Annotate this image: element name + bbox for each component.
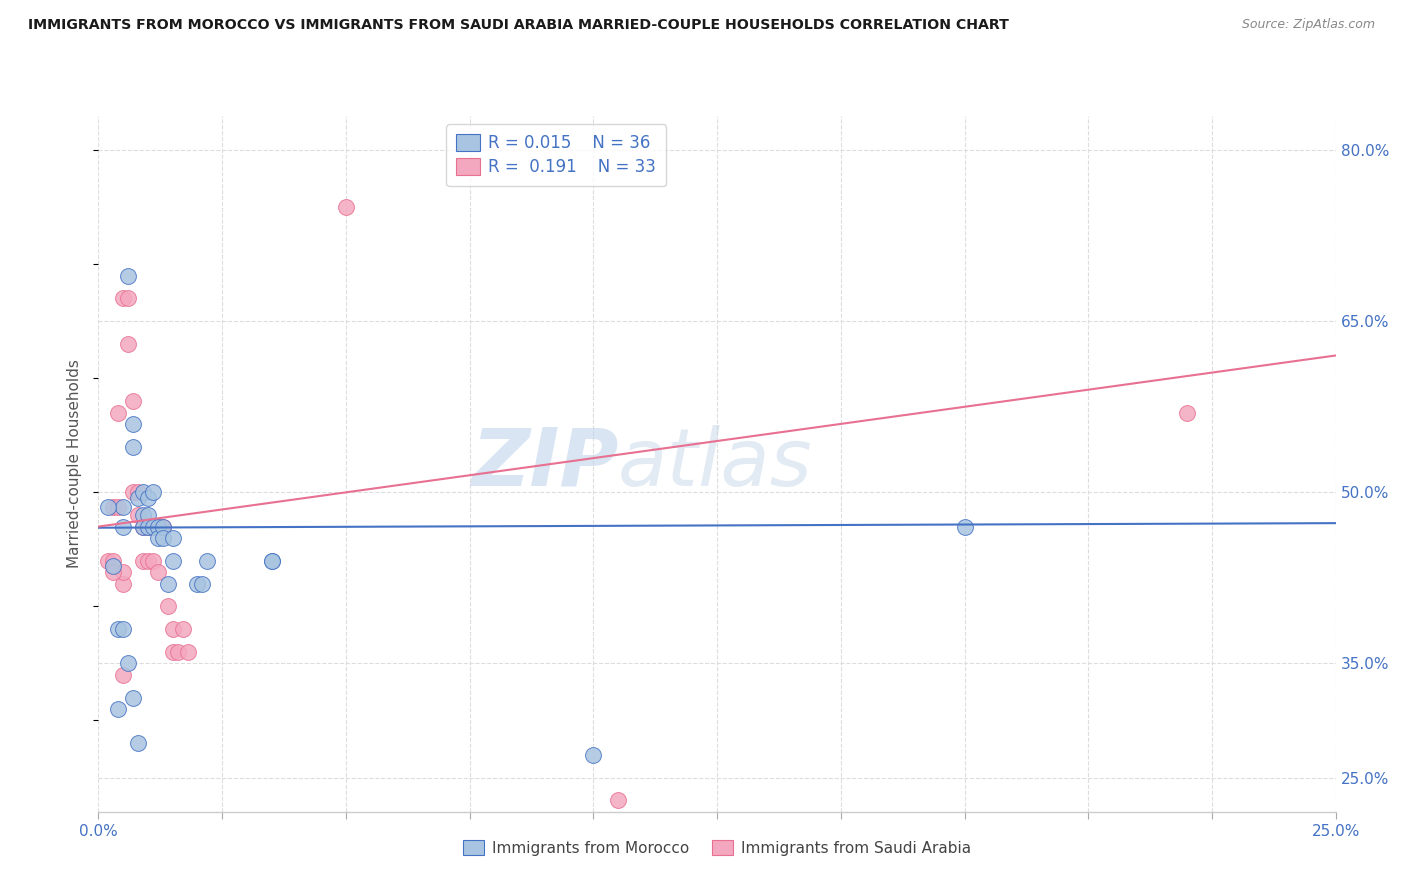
Point: [152, 531, 174, 545]
Point: [117, 292, 139, 306]
Y-axis label: Married-couple Households: Married-couple Households: [67, 359, 83, 568]
Point: [132, 554, 155, 568]
Point: [112, 576, 135, 591]
Text: Source: ZipAtlas.com: Source: ZipAtlas.com: [1241, 18, 1375, 31]
Point: [195, 554, 218, 568]
Point: [103, 500, 125, 515]
Point: [117, 337, 139, 351]
Point: [127, 736, 149, 750]
Point: [142, 485, 165, 500]
Point: [117, 268, 139, 283]
Point: [146, 565, 169, 579]
Point: [122, 394, 145, 409]
Point: [146, 519, 169, 533]
Point: [127, 508, 149, 523]
Point: [107, 622, 129, 636]
Point: [127, 491, 149, 505]
Point: [582, 747, 605, 762]
Point: [112, 292, 135, 306]
Point: [122, 440, 145, 454]
Point: [136, 554, 159, 568]
Point: [136, 519, 159, 533]
Point: [97, 554, 120, 568]
Point: [172, 622, 194, 636]
Point: [103, 559, 125, 574]
Point: [112, 565, 135, 579]
Point: [122, 690, 145, 705]
Point: [1175, 405, 1198, 419]
Text: atlas: atlas: [619, 425, 813, 503]
Point: [156, 576, 179, 591]
Text: IMMIGRANTS FROM MOROCCO VS IMMIGRANTS FROM SAUDI ARABIA MARRIED-COUPLE HOUSEHOLD: IMMIGRANTS FROM MOROCCO VS IMMIGRANTS FR…: [28, 18, 1010, 32]
Point: [107, 405, 129, 419]
Point: [162, 645, 184, 659]
Point: [260, 554, 283, 568]
Point: [112, 668, 135, 682]
Point: [122, 417, 145, 431]
Point: [127, 485, 149, 500]
Legend: Immigrants from Morocco, Immigrants from Saudi Arabia: Immigrants from Morocco, Immigrants from…: [456, 832, 979, 863]
Point: [112, 622, 135, 636]
Point: [142, 519, 165, 533]
Point: [186, 576, 208, 591]
Point: [107, 702, 129, 716]
Point: [103, 554, 125, 568]
Point: [152, 519, 174, 533]
Point: [146, 531, 169, 545]
Point: [132, 508, 155, 523]
Point: [162, 554, 184, 568]
Text: ZIP: ZIP: [471, 425, 619, 503]
Point: [166, 645, 188, 659]
Point: [162, 531, 184, 545]
Point: [136, 519, 159, 533]
Point: [162, 622, 184, 636]
Point: [132, 519, 155, 533]
Point: [142, 554, 165, 568]
Point: [191, 576, 214, 591]
Point: [107, 500, 129, 515]
Point: [335, 200, 357, 214]
Point: [97, 500, 120, 515]
Point: [122, 485, 145, 500]
Point: [112, 519, 135, 533]
Point: [260, 554, 283, 568]
Point: [136, 491, 159, 505]
Point: [156, 599, 179, 614]
Point: [103, 565, 125, 579]
Point: [132, 485, 155, 500]
Point: [136, 508, 159, 523]
Point: [607, 793, 630, 807]
Point: [176, 645, 198, 659]
Point: [112, 500, 135, 515]
Point: [146, 519, 169, 533]
Point: [152, 519, 174, 533]
Point: [953, 519, 976, 533]
Point: [117, 657, 139, 671]
Point: [132, 519, 155, 533]
